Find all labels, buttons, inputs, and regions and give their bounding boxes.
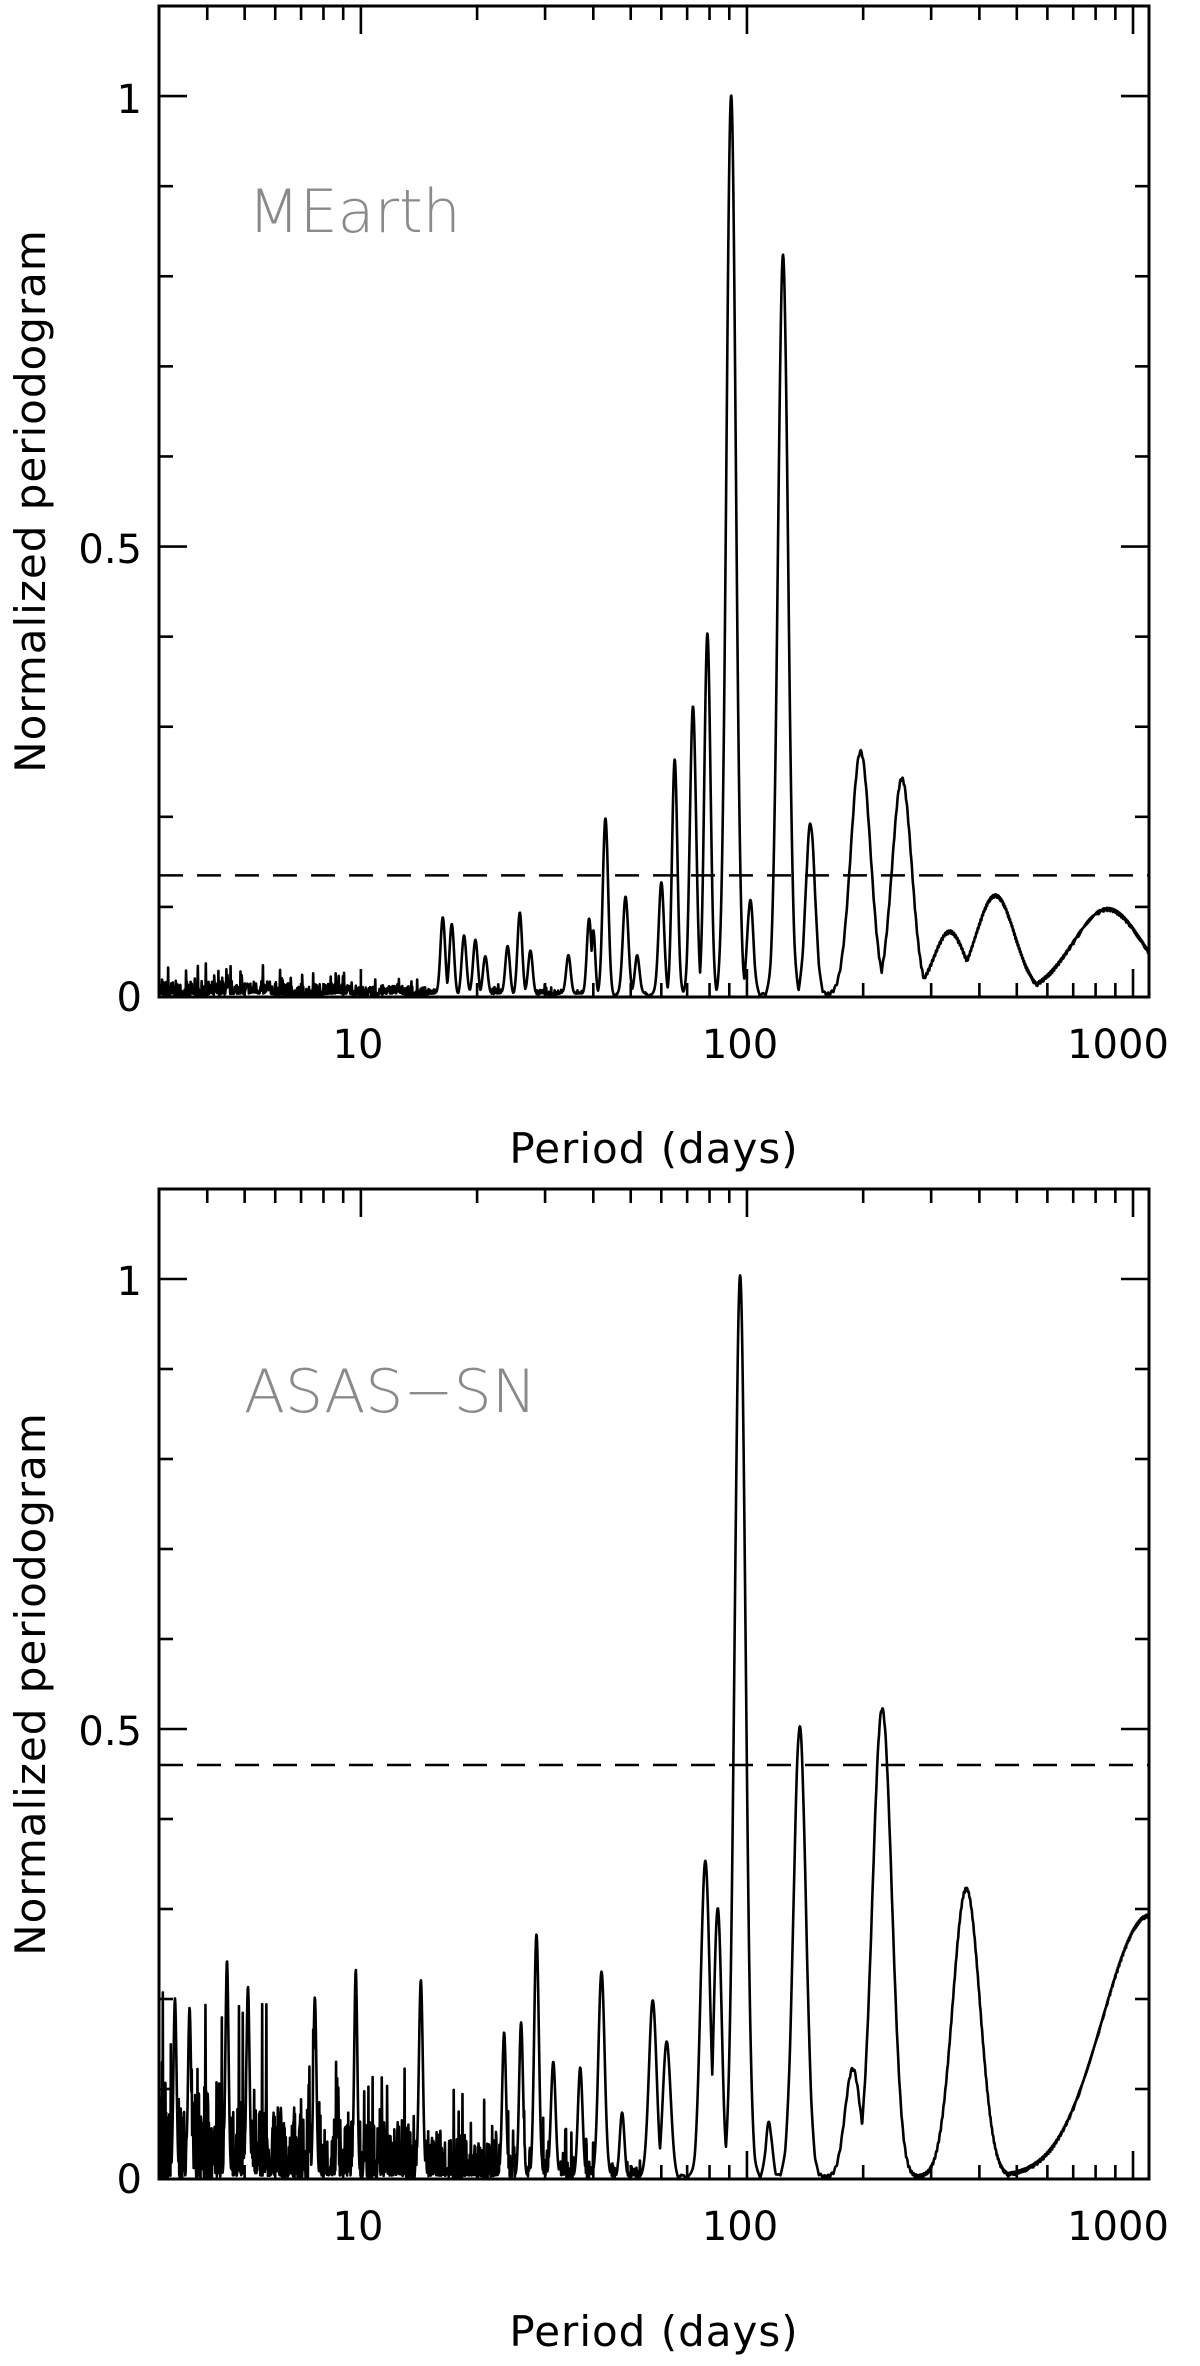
- ytick-label-bottom-1: 1: [117, 1259, 142, 1305]
- minor-ticks-top: [157, 4, 1149, 999]
- periodogram-curve-bottom: [157, 1274, 1151, 2181]
- xtick-label-top-1000: 1000: [1067, 1022, 1169, 1068]
- annotation-label-top: MEarth: [248, 177, 461, 247]
- ytick-label-top-0: 0: [117, 975, 142, 1021]
- xtick-label-bottom-1000: 1000: [1067, 2204, 1169, 2250]
- x-axis-label-bottom: Period (days): [509, 2307, 798, 2356]
- annotation-label-bottom: ASAS−SN: [244, 1357, 537, 1427]
- ytick-label-bottom-0: 0: [117, 2157, 142, 2203]
- xtick-label-bottom-10: 10: [333, 2204, 384, 2250]
- xtick-label-top-100: 100: [702, 1022, 778, 1068]
- xtick-label-bottom-100: 100: [702, 2204, 778, 2250]
- plot-frame-top: [157, 4, 1151, 999]
- ytick-label-bottom-0.5: 0.5: [78, 1709, 142, 1755]
- y-axis-label-top: Normalized periodogram: [6, 229, 55, 773]
- xtick-label-top-10: 10: [333, 1022, 384, 1068]
- ytick-label-top-1: 1: [117, 77, 142, 123]
- panel-top: MEarth 0 0.5 1 10 100 1000 Period (days)…: [6, 4, 1169, 1173]
- panel-bottom: ASAS−SN 0 0.5 1 10 100 1000 Period (days…: [6, 1187, 1169, 2356]
- x-axis-label-top: Period (days): [509, 1124, 798, 1173]
- plot-frame-bottom: [157, 1187, 1151, 2181]
- ytick-label-top-0.5: 0.5: [78, 527, 142, 573]
- y-axis-label-bottom: Normalized periodogram: [6, 1412, 55, 1956]
- periodogram-curve-top: [157, 94, 1151, 999]
